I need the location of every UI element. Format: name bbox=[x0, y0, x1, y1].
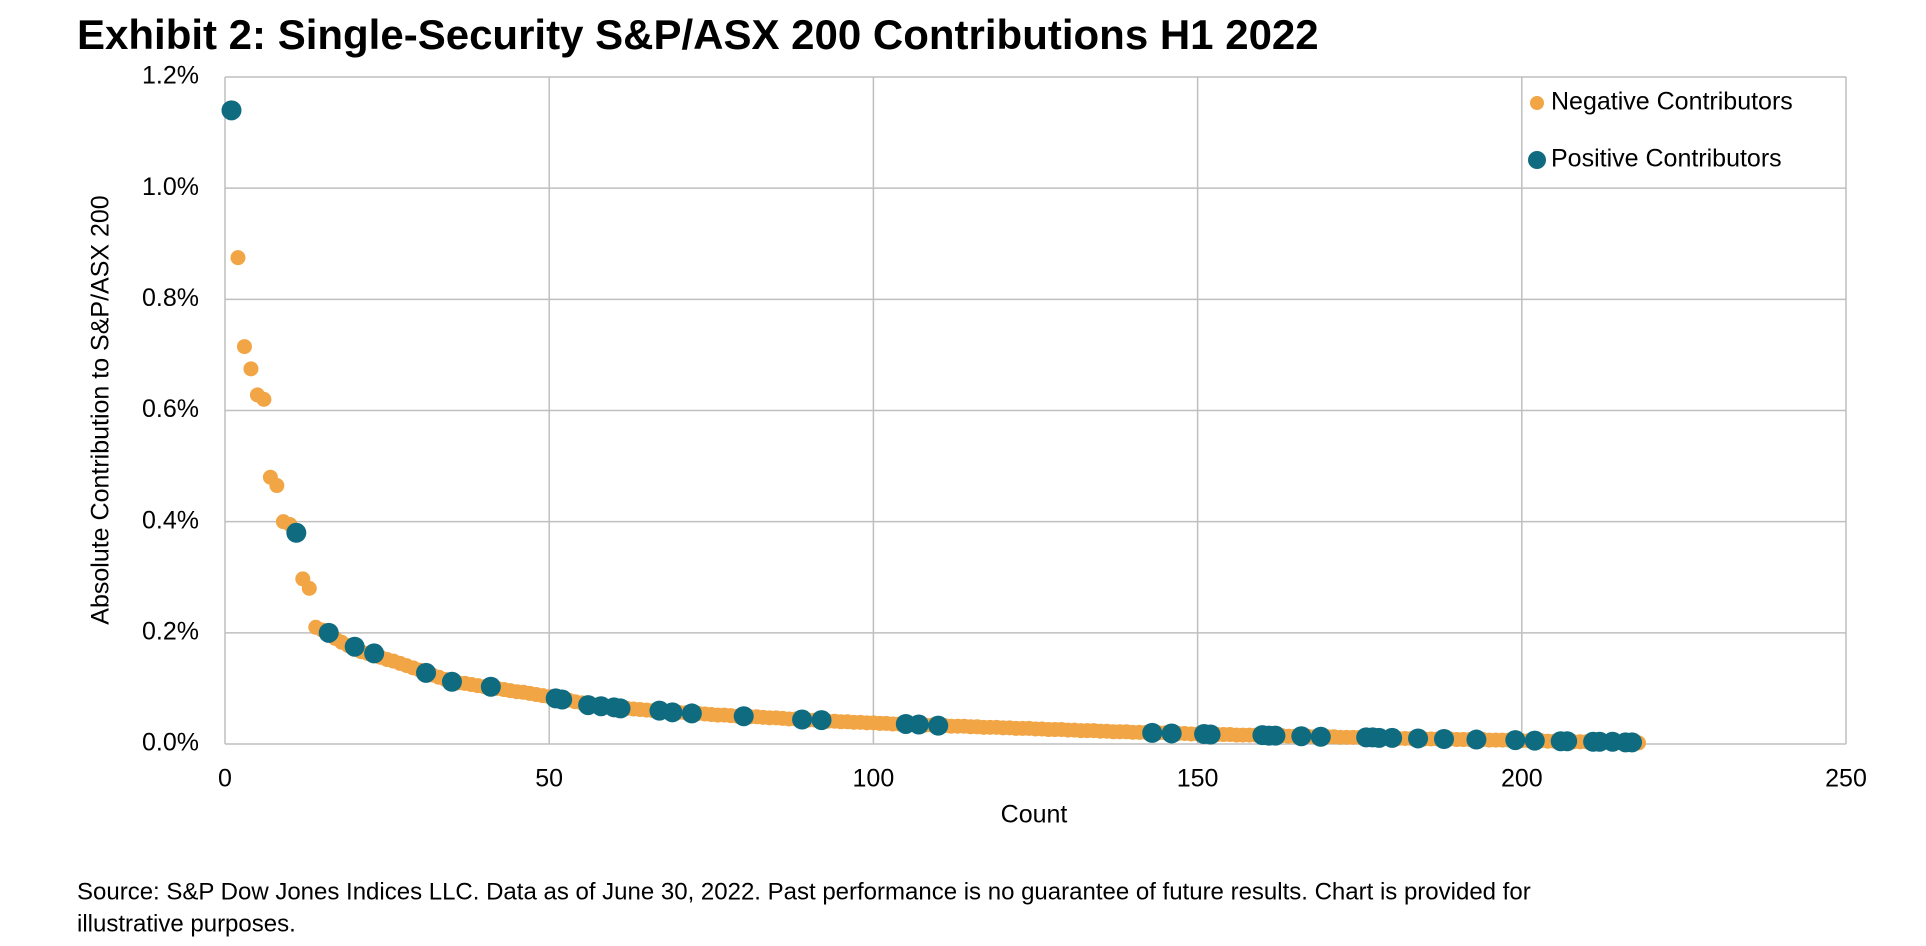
data-point bbox=[610, 698, 631, 719]
data-point bbox=[681, 703, 702, 724]
data-point bbox=[928, 715, 949, 736]
data-point bbox=[1291, 726, 1312, 747]
data-point bbox=[344, 636, 365, 657]
y-tick-label: 0.6% bbox=[142, 395, 199, 423]
x-tick-label: 50 bbox=[535, 765, 563, 793]
data-point bbox=[792, 709, 813, 730]
data-point bbox=[243, 361, 259, 377]
data-point bbox=[662, 702, 683, 723]
y-tick-label: 1.2% bbox=[142, 62, 199, 90]
x-axis-label: Count bbox=[1001, 801, 1068, 829]
data-point bbox=[269, 478, 285, 494]
y-tick-label: 1.0% bbox=[142, 173, 199, 201]
data-point bbox=[1200, 724, 1221, 745]
x-tick-label: 100 bbox=[853, 765, 895, 793]
data-point bbox=[1433, 728, 1454, 749]
data-point bbox=[552, 689, 573, 710]
data-point bbox=[286, 522, 307, 543]
source-note: Source: S&P Dow Jones Indices LLC. Data … bbox=[77, 878, 1531, 905]
y-axis-label: Absolute Contribution to S&P/ASX 200 bbox=[87, 195, 115, 624]
data-point bbox=[441, 671, 462, 692]
data-point bbox=[364, 643, 385, 664]
chart-title: Exhibit 2: Single-Security S&P/ASX 200 C… bbox=[77, 11, 1319, 58]
data-point bbox=[301, 580, 317, 596]
y-tick-label: 0.8% bbox=[142, 284, 199, 312]
legend-label: Positive Contributors bbox=[1551, 145, 1782, 173]
x-tick-label: 200 bbox=[1501, 765, 1543, 793]
data-point bbox=[1142, 722, 1163, 743]
data-point bbox=[733, 706, 754, 727]
data-point bbox=[1622, 732, 1643, 753]
y-tick-label: 0.0% bbox=[142, 729, 199, 757]
data-point bbox=[318, 622, 339, 643]
data-point bbox=[1524, 730, 1545, 751]
legend-marker bbox=[1528, 151, 1546, 169]
y-tick-label: 0.2% bbox=[142, 617, 199, 645]
x-tick-label: 150 bbox=[1177, 765, 1219, 793]
source-note: illustrative purposes. bbox=[77, 910, 296, 937]
data-point bbox=[256, 391, 272, 407]
data-point bbox=[230, 250, 246, 266]
data-point bbox=[236, 339, 252, 355]
data-point bbox=[1161, 723, 1182, 744]
data-point bbox=[1557, 731, 1578, 752]
legend-marker bbox=[1530, 96, 1544, 110]
data-point bbox=[908, 714, 929, 735]
data-point bbox=[1310, 726, 1331, 747]
data-point bbox=[1408, 728, 1429, 749]
data-point bbox=[1265, 725, 1286, 746]
data-point bbox=[1505, 730, 1526, 751]
x-tick-label: 0 bbox=[218, 765, 232, 793]
data-point bbox=[480, 676, 501, 697]
data-point bbox=[221, 100, 242, 121]
data-point bbox=[1466, 729, 1487, 750]
x-tick-label: 250 bbox=[1825, 765, 1867, 793]
legend-label: Negative Contributors bbox=[1551, 88, 1793, 116]
data-point bbox=[811, 710, 832, 731]
data-point bbox=[1382, 727, 1403, 748]
data-point bbox=[416, 662, 437, 683]
y-tick-label: 0.4% bbox=[142, 506, 199, 534]
